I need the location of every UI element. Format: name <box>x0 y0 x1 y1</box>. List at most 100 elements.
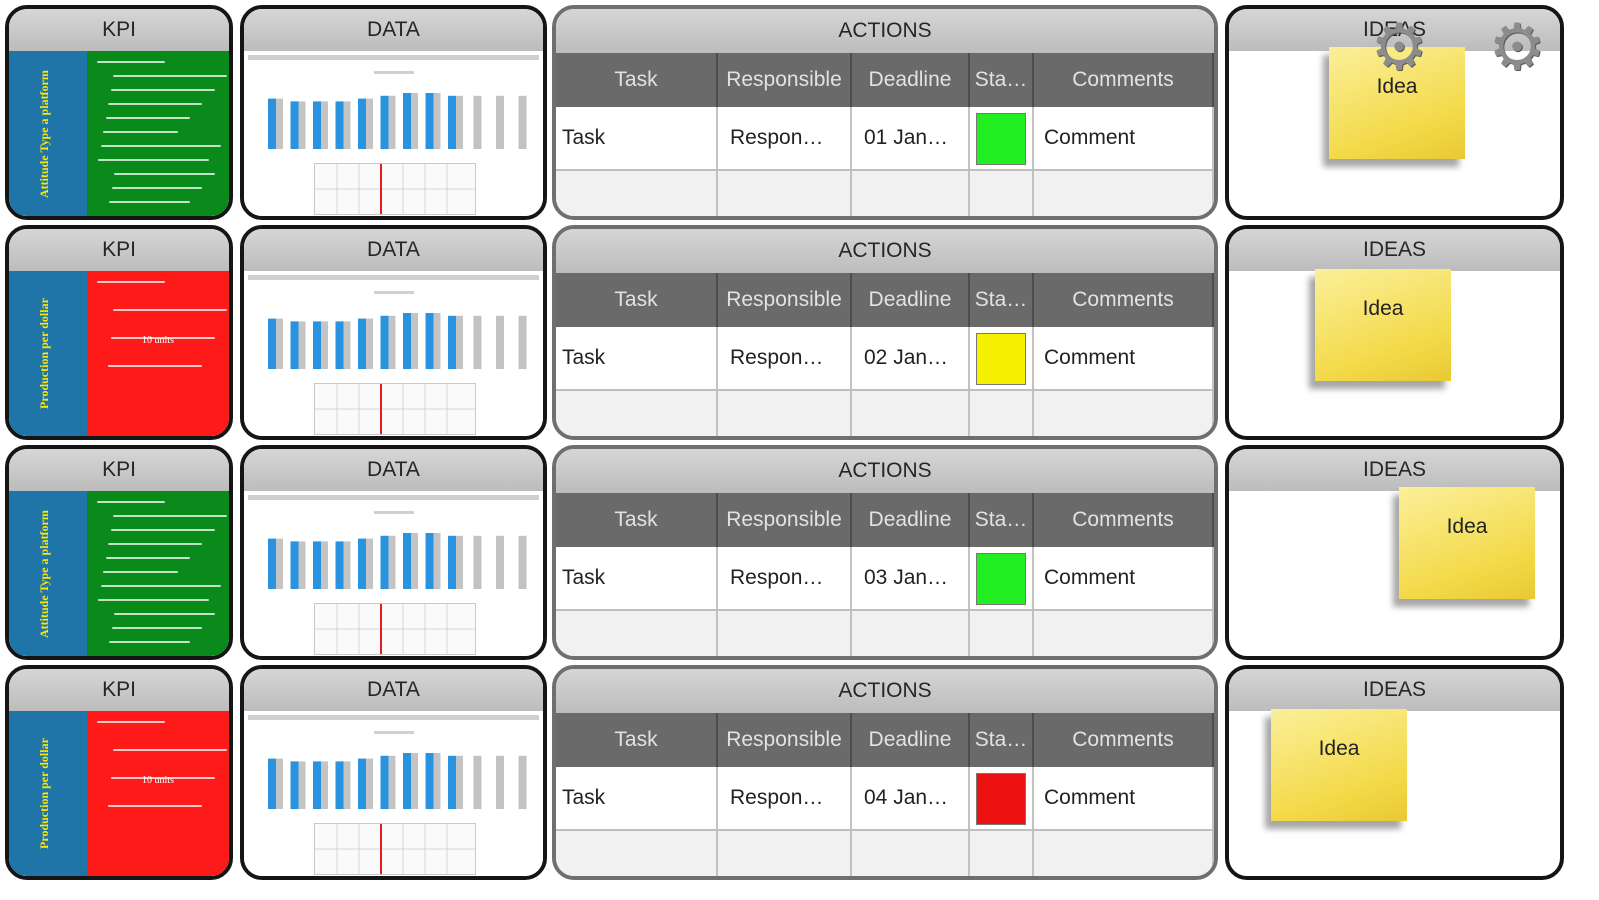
action-cell-comment[interactable]: Comment <box>1034 547 1214 609</box>
action-row[interactable]: Task Respon… 02 Jan… Comment <box>556 327 1214 391</box>
sticky-note[interactable]: Idea <box>1315 269 1451 381</box>
empty-cell[interactable] <box>852 391 970 436</box>
kpi-text-line <box>108 543 203 545</box>
empty-cell[interactable] <box>718 391 852 436</box>
action-task: Task <box>562 126 606 149</box>
action-cell-responsible[interactable]: Respon… <box>718 327 852 389</box>
action-responsible: Respon… <box>730 346 824 369</box>
column-header[interactable]: Responsible <box>718 493 852 547</box>
chart-bar <box>358 98 366 149</box>
action-row[interactable]: Task Respon… 01 Jan… Comment <box>556 107 1214 171</box>
empty-cell[interactable] <box>1034 391 1214 436</box>
ideas-panel[interactable]: IDEAS Idea <box>1225 445 1564 660</box>
action-cell-deadline[interactable]: 01 Jan… <box>852 107 970 169</box>
action-cell-status[interactable] <box>970 327 1034 389</box>
column-header[interactable]: Sta… <box>970 713 1034 767</box>
action-cell-task[interactable]: Task <box>556 327 718 389</box>
empty-cell[interactable] <box>556 831 718 876</box>
column-header[interactable]: Task <box>556 53 718 107</box>
empty-action-row[interactable] <box>556 831 1214 876</box>
sticky-note[interactable]: Idea <box>1399 487 1535 599</box>
action-cell-comment[interactable]: Comment <box>1034 767 1214 829</box>
action-cell-responsible[interactable]: Respon… <box>718 767 852 829</box>
data-panel[interactable]: DATA <box>240 445 547 660</box>
column-header[interactable]: Comments <box>1034 493 1214 547</box>
chart-bar <box>473 755 482 809</box>
empty-cell[interactable] <box>718 831 852 876</box>
empty-cell[interactable] <box>1034 171 1214 216</box>
empty-cell[interactable] <box>1034 611 1214 656</box>
column-header[interactable]: Responsible <box>718 53 852 107</box>
column-header[interactable]: Responsible <box>718 273 852 327</box>
action-cell-task[interactable]: Task <box>556 107 718 169</box>
chart-bar <box>518 755 527 809</box>
empty-action-row[interactable] <box>556 171 1214 216</box>
column-header[interactable]: Deadline <box>852 713 970 767</box>
empty-cell[interactable] <box>1034 831 1214 876</box>
action-cell-status[interactable] <box>970 547 1034 609</box>
data-panel[interactable]: DATA <box>240 5 547 220</box>
ideas-panel[interactable]: IDEAS Idea ⚙ ⚙ <box>1225 5 1564 220</box>
empty-cell[interactable] <box>556 391 718 436</box>
empty-cell[interactable] <box>718 611 852 656</box>
empty-cell[interactable] <box>718 171 852 216</box>
empty-cell[interactable] <box>556 611 718 656</box>
chart-bar-shadow <box>363 538 373 589</box>
action-cell-comment[interactable]: Comment <box>1034 327 1214 389</box>
action-row[interactable]: Task Respon… 03 Jan… Comment <box>556 547 1214 611</box>
data-panel[interactable]: DATA <box>240 665 547 880</box>
column-header[interactable]: Comments <box>1034 53 1214 107</box>
data-header: DATA <box>244 669 543 711</box>
ideas-panel[interactable]: IDEAS Idea <box>1225 665 1564 880</box>
sticky-note[interactable]: Idea <box>1271 709 1407 821</box>
ideas-panel[interactable]: IDEAS Idea <box>1225 225 1564 440</box>
column-header[interactable]: Task <box>556 273 718 327</box>
column-header[interactable]: Sta… <box>970 273 1034 327</box>
column-header[interactable]: Deadline <box>852 273 970 327</box>
kpi-text-line <box>111 187 203 189</box>
sticky-note[interactable]: Idea <box>1329 47 1465 159</box>
kpi-panel[interactable]: KPI Attitude Type a platform <box>5 5 233 220</box>
data-panel[interactable]: DATA <box>240 225 547 440</box>
empty-cell[interactable] <box>970 831 1034 876</box>
empty-cell[interactable] <box>852 171 970 216</box>
empty-action-row[interactable] <box>556 391 1214 436</box>
kpi-panel[interactable]: KPI Production per dollar 10 units <box>5 225 233 440</box>
column-header[interactable]: Comments <box>1034 273 1214 327</box>
kpi-panel[interactable]: KPI Production per dollar 10 units <box>5 665 233 880</box>
empty-cell[interactable] <box>970 391 1034 436</box>
action-cell-responsible[interactable]: Respon… <box>718 107 852 169</box>
empty-cell[interactable] <box>970 171 1034 216</box>
column-header[interactable]: Sta… <box>970 53 1034 107</box>
column-header[interactable]: Deadline <box>852 493 970 547</box>
empty-cell[interactable] <box>852 611 970 656</box>
action-cell-responsible[interactable]: Respon… <box>718 547 852 609</box>
action-deadline: 01 Jan… <box>864 126 949 149</box>
action-cell-task[interactable]: Task <box>556 547 718 609</box>
chart-bar-shadow <box>408 753 418 809</box>
column-header[interactable]: Deadline <box>852 53 970 107</box>
empty-cell[interactable] <box>556 171 718 216</box>
action-cell-deadline[interactable]: 04 Jan… <box>852 767 970 829</box>
actions-column-headers: Task Responsible Deadline Sta… Comments <box>556 493 1214 547</box>
action-cell-status[interactable] <box>970 767 1034 829</box>
action-cell-task[interactable]: Task <box>556 767 718 829</box>
action-cell-comment[interactable]: Comment <box>1034 107 1214 169</box>
column-header[interactable]: Sta… <box>970 493 1034 547</box>
column-header[interactable]: Responsible <box>718 713 852 767</box>
gear-icon[interactable]: ⚙ <box>1488 11 1546 83</box>
chart-bar <box>425 533 434 589</box>
column-header[interactable]: Task <box>556 493 718 547</box>
column-header[interactable]: Task <box>556 713 718 767</box>
action-row[interactable]: Task Respon… 04 Jan… Comment <box>556 767 1214 831</box>
column-header[interactable]: Comments <box>1034 713 1214 767</box>
empty-cell[interactable] <box>852 831 970 876</box>
chart-bar <box>380 95 389 149</box>
action-cell-deadline[interactable]: 03 Jan… <box>852 547 970 609</box>
kpi-panel[interactable]: KPI Attitude Type a platform <box>5 445 233 660</box>
empty-cell[interactable] <box>970 611 1034 656</box>
gear-icon[interactable]: ⚙ <box>1370 11 1428 83</box>
action-cell-deadline[interactable]: 02 Jan… <box>852 327 970 389</box>
action-cell-status[interactable] <box>970 107 1034 169</box>
empty-action-row[interactable] <box>556 611 1214 656</box>
